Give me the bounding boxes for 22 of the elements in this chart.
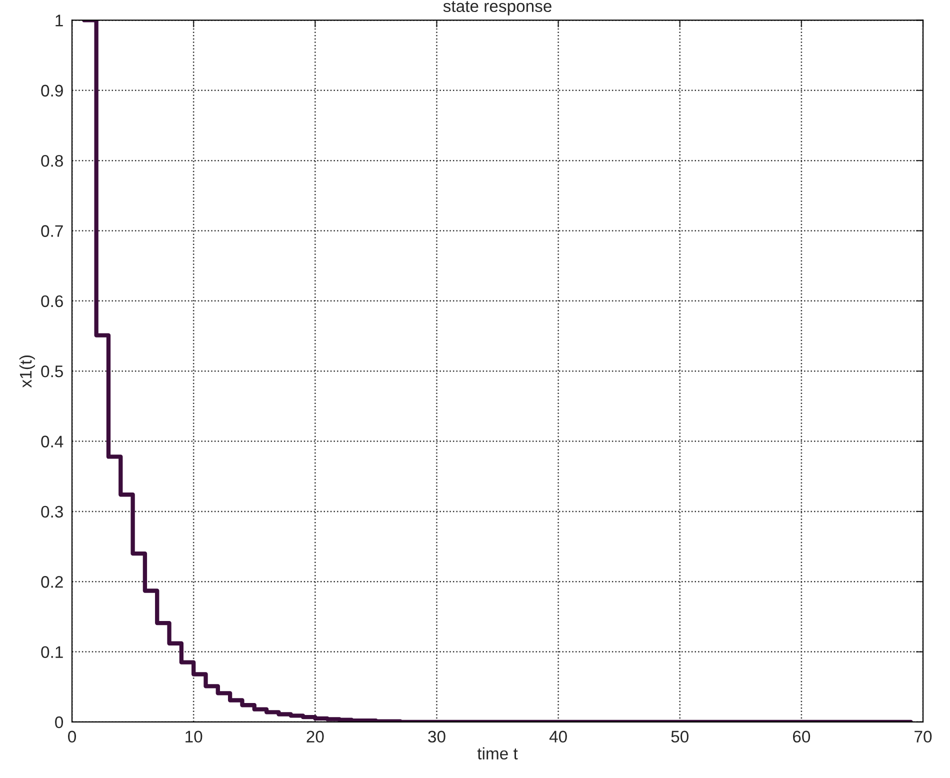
x-tick-label: 50: [671, 730, 688, 743]
x-tick-label: 20: [306, 730, 324, 743]
y-tick-label: 1: [56, 14, 63, 26]
x-tick-label: 30: [428, 730, 446, 743]
y-tick-label: 0.8: [41, 154, 63, 167]
x-tick-label: 40: [549, 730, 567, 743]
y-tick-label: 0.1: [41, 646, 63, 658]
x-tick-label: 0: [68, 730, 76, 743]
y-tick-label: 0.4: [41, 436, 64, 448]
x-tick-label: 60: [793, 730, 810, 743]
y-tick-label: 0.6: [41, 295, 63, 308]
y-tick-label: 0.7: [41, 225, 63, 237]
y-tick-label: 0: [55, 716, 64, 728]
y-tick-label: 0.5: [41, 366, 63, 378]
x-axis-title: time t: [477, 747, 518, 760]
y-tick-label: 0.3: [41, 506, 63, 518]
chart-title: state response: [443, 1, 552, 16]
y-tick-label: 0.2: [41, 576, 63, 588]
y-tick-label: 0.9: [41, 84, 63, 97]
x-tick-label: 70: [914, 730, 932, 743]
y-axis-title: x1(t): [19, 355, 35, 388]
x-tick-label: 10: [186, 730, 202, 743]
